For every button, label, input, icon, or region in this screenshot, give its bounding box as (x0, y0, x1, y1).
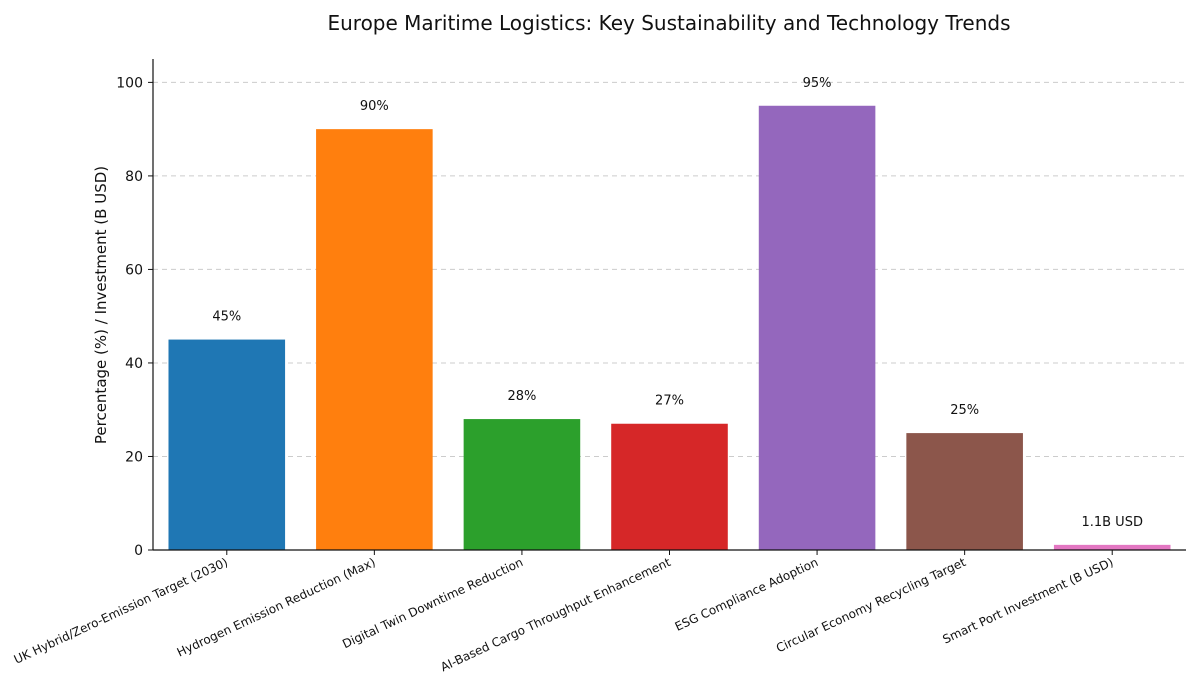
y-axis-label: Percentage (%) / Investment (B USD) (92, 166, 110, 444)
y-tick-label: 40 (125, 356, 143, 372)
y-tick-label: 100 (116, 75, 143, 91)
data-label: 28% (507, 389, 536, 404)
data-label: 27% (655, 394, 684, 409)
x-tick-label: Smart Port Investment (B USD) (940, 555, 1115, 647)
bar (168, 339, 286, 550)
data-label: 95% (803, 76, 832, 91)
data-label: 25% (950, 403, 979, 418)
bar (1053, 544, 1171, 550)
bar (316, 129, 433, 550)
bar (463, 419, 581, 550)
x-tick-label: ESG Compliance Adoption (673, 555, 821, 634)
y-tick-label: 20 (125, 449, 143, 465)
x-tick-label: AI-Based Cargo Throughput Enhancement (438, 555, 673, 674)
bar (906, 433, 1023, 550)
chart-title: Europe Maritime Logistics: Key Sustainab… (327, 11, 1010, 35)
data-labels: 45% 90% 28% 27% 95% 25% 1.1B USD (212, 76, 1143, 530)
bar (758, 105, 876, 550)
y-tick-label: 80 (125, 169, 143, 185)
bars (168, 105, 1171, 550)
y-tick-labels: 0 20 40 60 80 100 (116, 75, 153, 559)
y-tick-label: 0 (134, 543, 143, 559)
bar (611, 423, 728, 550)
data-label: 90% (360, 99, 389, 114)
data-label: 1.1B USD (1081, 515, 1143, 530)
data-label: 45% (212, 310, 241, 325)
x-tick-labels: UK Hybrid/Zero-Emission Target (2030)Hyd… (12, 550, 1115, 674)
y-tick-label: 60 (125, 262, 143, 278)
